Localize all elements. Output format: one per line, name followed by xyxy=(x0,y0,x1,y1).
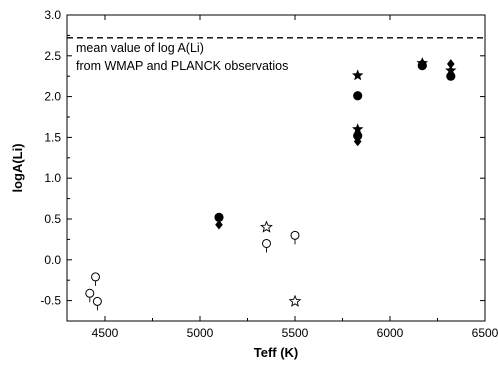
data-point-filled-star xyxy=(445,64,457,76)
y-tick-label: 3.0 xyxy=(44,8,61,22)
data-point-upper-limit xyxy=(92,296,102,311)
x-tick-label: 5000 xyxy=(187,326,214,340)
data-points xyxy=(85,57,457,311)
data-point-filled-star xyxy=(416,57,429,68)
x-tick-label: 6500 xyxy=(472,326,498,340)
y-tick-label: 2.0 xyxy=(44,90,61,104)
data-point-filled-diamond xyxy=(353,136,362,147)
data-point-filled-diamond xyxy=(447,59,455,69)
x-tick-label: 4500 xyxy=(92,326,119,340)
x-axis-title: Teff (K) xyxy=(254,345,299,360)
data-point-open-star xyxy=(288,294,302,307)
x-tick-label: 5500 xyxy=(282,326,309,340)
annotation-line-2: from WMAP and PLANCK observatios xyxy=(76,59,288,73)
data-point-upper-limit xyxy=(290,230,300,245)
axis-ticks: 4500 5000 5500 6000 6500 -0.5 0.0 0.5 1.0 1.5 2.0 2… xyxy=(40,8,498,340)
y-tick-label: 1.0 xyxy=(44,171,61,185)
x-tick-label: 6000 xyxy=(377,326,404,340)
y-axis-title: logA(Li) xyxy=(10,143,25,192)
y-tick-label: 2.5 xyxy=(44,49,61,63)
data-point-filled-circle xyxy=(353,131,363,141)
y-tick-label: 1.5 xyxy=(44,130,61,144)
data-point-filled-circle xyxy=(353,91,363,101)
data-point-filled-star xyxy=(351,69,364,81)
data-point-filled-diamond xyxy=(215,219,223,230)
data-point-open-star xyxy=(260,220,273,233)
data-point-filled-star xyxy=(351,123,364,135)
annotation-line-1: mean value of log A(Li) xyxy=(76,41,204,55)
data-point-upper-limit xyxy=(85,288,95,303)
plot-frame xyxy=(66,14,486,322)
data-point-upper-limit xyxy=(262,238,271,253)
y-tick-label: 0.5 xyxy=(44,212,61,226)
data-point-filled-circle xyxy=(214,212,224,222)
data-point-upper-limit xyxy=(91,272,100,286)
y-tick-label: 0.0 xyxy=(44,253,61,267)
y-tick-label: -0.5 xyxy=(40,294,61,308)
